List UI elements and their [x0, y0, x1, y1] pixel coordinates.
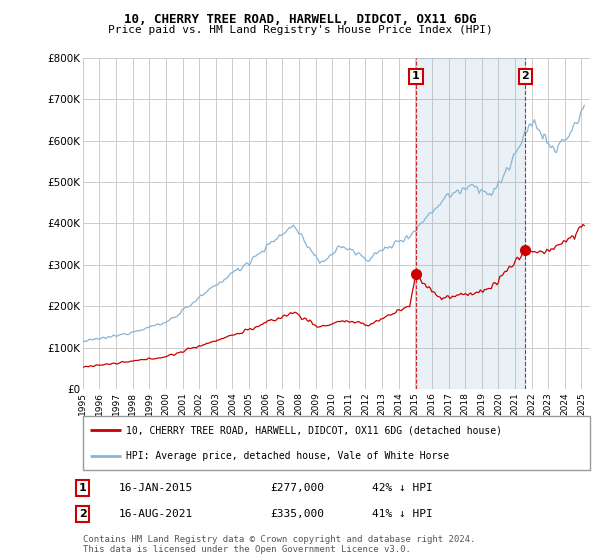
Text: 16-JAN-2015: 16-JAN-2015 [118, 483, 193, 493]
Bar [416, 58, 526, 389]
Text: 41% ↓ HPI: 41% ↓ HPI [372, 509, 433, 519]
Text: 10, CHERRY TREE ROAD, HARWELL, DIDCOT, OX11 6DG (detached house): 10, CHERRY TREE ROAD, HARWELL, DIDCOT, O… [126, 426, 502, 435]
Text: 1: 1 [412, 71, 420, 81]
FancyBboxPatch shape [83, 416, 590, 470]
Text: Contains HM Land Registry data © Crown copyright and database right 2024.
This d: Contains HM Land Registry data © Crown c… [83, 535, 475, 554]
Text: 2: 2 [521, 71, 529, 81]
Text: £335,000: £335,000 [271, 509, 325, 519]
Text: £277,000: £277,000 [271, 483, 325, 493]
Text: HPI: Average price, detached house, Vale of White Horse: HPI: Average price, detached house, Vale… [126, 451, 449, 460]
Text: 1: 1 [79, 483, 86, 493]
Text: Price paid vs. HM Land Registry's House Price Index (HPI): Price paid vs. HM Land Registry's House … [107, 25, 493, 35]
Text: 10, CHERRY TREE ROAD, HARWELL, DIDCOT, OX11 6DG: 10, CHERRY TREE ROAD, HARWELL, DIDCOT, O… [124, 13, 476, 26]
Text: 42% ↓ HPI: 42% ↓ HPI [372, 483, 433, 493]
Text: 2: 2 [79, 509, 86, 519]
Text: 16-AUG-2021: 16-AUG-2021 [118, 509, 193, 519]
